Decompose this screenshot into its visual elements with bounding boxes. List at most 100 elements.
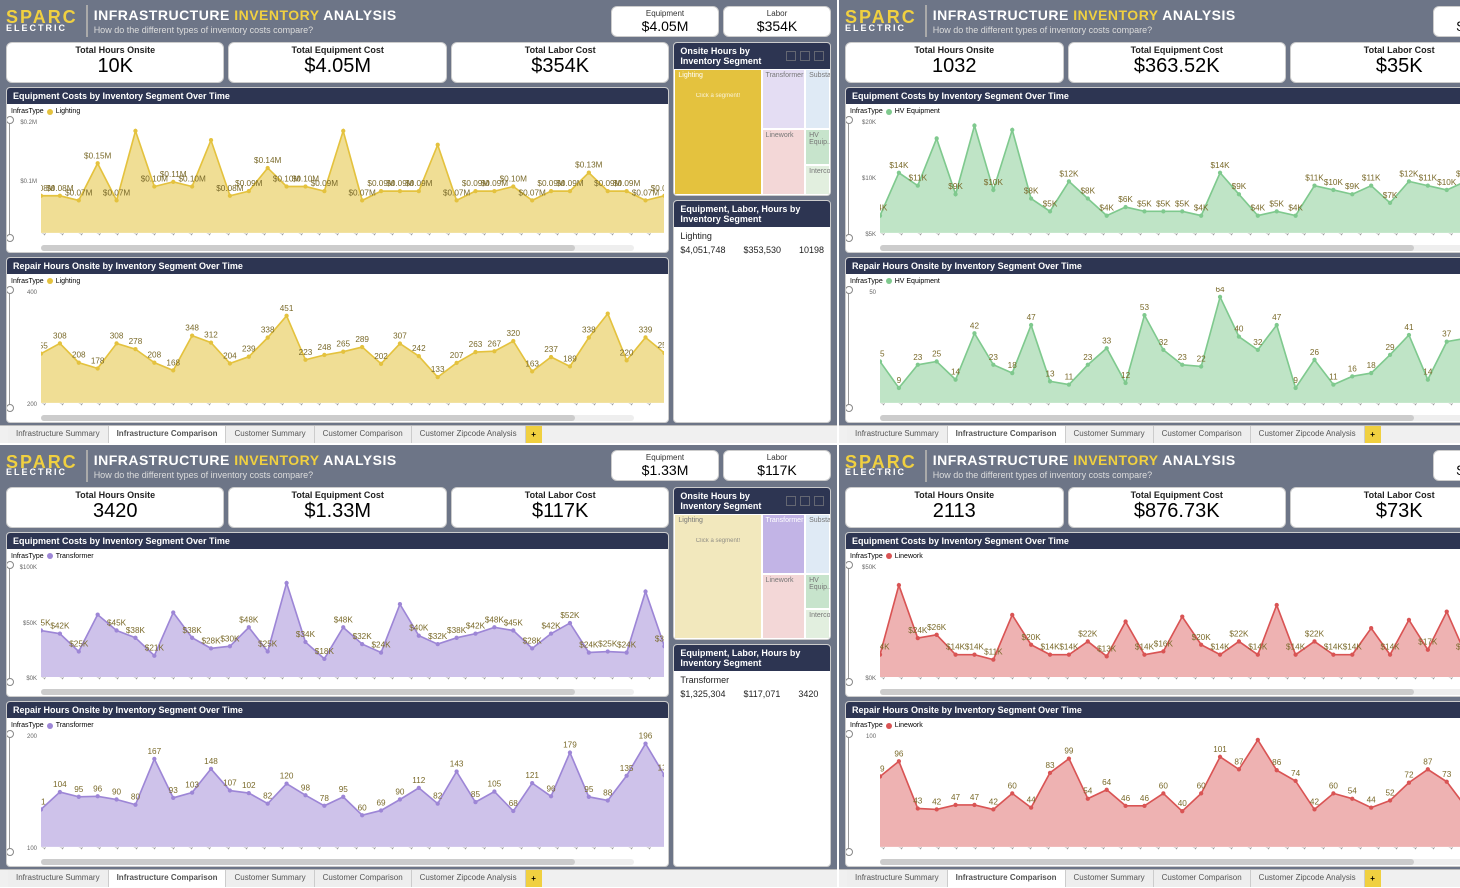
- summary-equipment[interactable]: Equipment$4.05M: [611, 6, 719, 37]
- treemap[interactable]: LightingClick a segment!TransformerSubst…: [674, 69, 830, 195]
- treemap-cell-HV Equip...[interactable]: HV Equip...: [805, 574, 830, 609]
- kpi-hours[interactable]: Total Hours Onsite2113: [845, 487, 1063, 528]
- chart-equipment-cost[interactable]: InfrasTypeTransformer $100K$50K$0K $45K$…: [7, 549, 668, 697]
- treemap-cell-Interconn...[interactable]: Interconn...: [805, 609, 830, 639]
- treemap-cell-Interconn...[interactable]: Interconn...: [805, 165, 830, 195]
- tab-infrastructure summary[interactable]: Infrastructure Summary: [847, 870, 948, 887]
- kpi-equipment[interactable]: Total Equipment Cost$1.33M: [228, 487, 446, 528]
- tab-infrastructure comparison[interactable]: Infrastructure Comparison: [948, 870, 1066, 887]
- add-tab-button[interactable]: +: [1365, 426, 1381, 443]
- treemap-cell-HV Equip...[interactable]: HV Equip...: [805, 129, 830, 164]
- tab-customer zipcode analysis[interactable]: Customer Zipcode Analysis: [1251, 870, 1365, 887]
- svg-text:196: 196: [639, 732, 653, 741]
- add-tab-button[interactable]: +: [526, 426, 542, 443]
- summary-table[interactable]: Lighting $4,051,748$353,53010198: [674, 227, 830, 422]
- tab-customer summary[interactable]: Customer Summary: [1066, 426, 1154, 443]
- kpi-labor[interactable]: Total Labor Cost$117K: [451, 487, 669, 528]
- svg-text:163: 163: [525, 359, 539, 368]
- treemap-cell-Lighting[interactable]: LightingClick a segment!: [674, 514, 761, 640]
- svg-text:85: 85: [471, 791, 481, 800]
- kpi-equipment[interactable]: Total Equipment Cost$876.73K: [1068, 487, 1286, 528]
- svg-text:90: 90: [112, 788, 122, 797]
- svg-text:$32K: $32K: [353, 632, 373, 641]
- tab-customer comparison[interactable]: Customer Comparison: [315, 426, 412, 443]
- tab-infrastructure summary[interactable]: Infrastructure Summary: [8, 870, 109, 887]
- chart-equipment-cost[interactable]: InfrasTypeLinework $50K$0K $14K$24K$26K$…: [846, 549, 1460, 697]
- svg-text:$8K: $8K: [1024, 187, 1039, 196]
- tab-customer zipcode analysis[interactable]: Customer Zipcode Analysis: [1251, 426, 1365, 443]
- add-tab-button[interactable]: +: [1365, 870, 1381, 887]
- svg-text:54: 54: [1083, 787, 1093, 796]
- chart-equipment-cost[interactable]: InfrasTypeLighting $0.2M$0.1M $0.08M$0.0…: [7, 104, 668, 252]
- tab-customer zipcode analysis[interactable]: Customer Zipcode Analysis: [412, 870, 526, 887]
- treemap-cell-Substation[interactable]: Substation: [805, 69, 830, 129]
- kpi-hours[interactable]: Total Hours Onsite10K: [6, 42, 224, 83]
- summary-equipment[interactable]: Equipment$363.52K: [1433, 6, 1460, 37]
- tab-customer summary[interactable]: Customer Summary: [1066, 870, 1154, 887]
- treemap-cell-Transformer[interactable]: Transformer: [762, 514, 806, 574]
- tab-infrastructure summary[interactable]: Infrastructure Summary: [847, 426, 948, 443]
- treemap-cell-Linework[interactable]: Linework: [762, 574, 806, 639]
- tab-customer zipcode analysis[interactable]: Customer Zipcode Analysis: [412, 426, 526, 443]
- kpi-hours[interactable]: Total Hours Onsite1032: [845, 42, 1063, 83]
- chart1-header: Equipment Costs by Inventory Segment Ove…: [7, 88, 668, 104]
- svg-text:11: 11: [1329, 372, 1338, 381]
- tab-infrastructure summary[interactable]: Infrastructure Summary: [8, 426, 109, 443]
- tab-infrastructure comparison[interactable]: Infrastructure Comparison: [109, 426, 227, 443]
- svg-text:168: 168: [166, 358, 180, 367]
- summary-labor[interactable]: Labor$354K: [723, 6, 831, 37]
- tab-infrastructure comparison[interactable]: Infrastructure Comparison: [948, 426, 1066, 443]
- svg-text:44: 44: [1027, 796, 1037, 805]
- chart-repair-hours[interactable]: InfrasTypeLighting 400200 25530820817830…: [7, 274, 668, 422]
- svg-text:$25K: $25K: [69, 639, 89, 648]
- kpi-equipment[interactable]: Total Equipment Cost$4.05M: [228, 42, 446, 83]
- svg-text:95: 95: [339, 785, 349, 794]
- svg-text:$5K: $5K: [1269, 199, 1284, 208]
- treemap-cell-Substation[interactable]: Substation: [805, 514, 830, 574]
- kpi-labor[interactable]: Total Labor Cost$354K: [451, 42, 669, 83]
- kpi-labor[interactable]: Total Labor Cost$73K: [1290, 487, 1460, 528]
- svg-text:40: 40: [1178, 800, 1188, 809]
- tab-customer summary[interactable]: Customer Summary: [226, 426, 314, 443]
- tab-customer comparison[interactable]: Customer Comparison: [1154, 870, 1251, 887]
- chart-repair-hours[interactable]: InfrasTypeLinework 100 79964342474742604…: [846, 718, 1460, 866]
- svg-text:$26K: $26K: [927, 622, 947, 631]
- chart-repair-hours[interactable]: InfrasTypeTransformer 200100 71104959690…: [7, 718, 668, 866]
- summary-labor[interactable]: Labor$117K: [723, 450, 831, 481]
- treemap-cell-Lighting[interactable]: LightingClick a segment!: [674, 69, 761, 195]
- svg-text:$14K: $14K: [1343, 642, 1363, 651]
- treemap[interactable]: LightingClick a segment!TransformerSubst…: [674, 514, 830, 640]
- filter-icon[interactable]: [786, 496, 796, 506]
- svg-text:104: 104: [53, 781, 67, 790]
- svg-text:43: 43: [913, 797, 923, 806]
- tab-customer comparison[interactable]: Customer Comparison: [1154, 426, 1251, 443]
- more-icon[interactable]: [814, 51, 824, 61]
- focus-icon[interactable]: [800, 51, 810, 61]
- svg-text:167: 167: [148, 747, 162, 756]
- svg-text:$4K: $4K: [1099, 204, 1114, 213]
- svg-text:95: 95: [584, 785, 594, 794]
- focus-icon[interactable]: [800, 496, 810, 506]
- chart-repair-hours[interactable]: InfrasTypeHV Equipment 50 25923251442231…: [846, 274, 1460, 422]
- summary-equipment[interactable]: Equipment$1.33M: [611, 450, 719, 481]
- summary-equipment[interactable]: Equipment$876.73K: [1433, 450, 1460, 481]
- kpi-labor[interactable]: Total Labor Cost$35K: [1290, 42, 1460, 83]
- add-tab-button[interactable]: +: [526, 870, 542, 887]
- treemap-cell-Transformer[interactable]: Transformer: [762, 69, 806, 129]
- svg-text:$24K: $24K: [908, 626, 928, 635]
- kpi-hours[interactable]: Total Hours Onsite3420: [6, 487, 224, 528]
- treemap-cell-Linework[interactable]: Linework: [762, 129, 806, 194]
- more-icon[interactable]: [814, 496, 824, 506]
- kpi-equipment[interactable]: Total Equipment Cost$363.52K: [1068, 42, 1286, 83]
- tab-customer comparison[interactable]: Customer Comparison: [315, 870, 412, 887]
- filter-icon[interactable]: [786, 51, 796, 61]
- svg-text:202: 202: [374, 352, 388, 361]
- svg-text:22: 22: [1197, 354, 1207, 363]
- dashboard-panel-1: SPARC ELECTRIC INFRASTRUCTURE INVENTORY …: [839, 0, 1460, 443]
- svg-text:25: 25: [932, 349, 942, 358]
- svg-text:267: 267: [488, 339, 502, 348]
- chart-equipment-cost[interactable]: InfrasTypeHV Equipment $20K$10K$5K $4K$1…: [846, 104, 1460, 252]
- tab-infrastructure comparison[interactable]: Infrastructure Comparison: [109, 870, 227, 887]
- summary-table[interactable]: Transformer $1,325,304$117,0713420: [674, 671, 830, 866]
- tab-customer summary[interactable]: Customer Summary: [226, 870, 314, 887]
